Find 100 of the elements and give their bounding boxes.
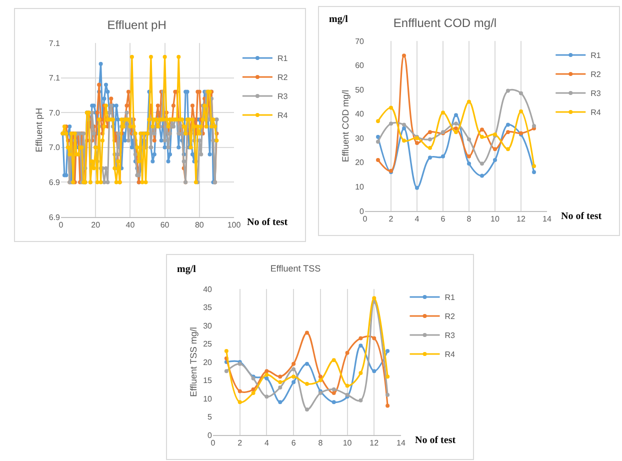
point [305, 362, 309, 366]
point [264, 394, 269, 399]
point [358, 370, 363, 375]
x-tick-label: 12 [370, 438, 380, 448]
point [480, 134, 484, 139]
y-tick-label: 7.1 [48, 38, 61, 48]
point [506, 147, 510, 152]
point [278, 374, 282, 379]
point [480, 162, 484, 166]
legend-label: R3 [590, 89, 602, 98]
point [318, 374, 322, 379]
point [389, 106, 393, 110]
y-tick-label: 7.0 [48, 108, 61, 118]
line-series [376, 88, 536, 166]
point [428, 130, 432, 134]
point [278, 400, 282, 404]
point [318, 378, 322, 382]
point [386, 392, 390, 397]
y-tick-label: 7.1 [48, 74, 61, 83]
point [467, 154, 471, 158]
point [332, 387, 336, 392]
point [386, 374, 390, 379]
chart-title: Effluent pH [107, 18, 166, 32]
y-tick-label: 7.0 [48, 143, 61, 152]
point [332, 391, 336, 396]
point [480, 128, 484, 132]
point [415, 186, 419, 190]
point [454, 126, 458, 130]
point [389, 122, 393, 126]
point [428, 146, 432, 150]
y-tick-label: 5 [208, 412, 213, 422]
point [386, 349, 390, 354]
y-tick-label: 30 [203, 321, 213, 330]
point [441, 110, 445, 115]
point [292, 367, 296, 372]
x-tick-label: 14 [542, 214, 552, 224]
point [428, 156, 432, 160]
point [480, 174, 484, 178]
y-tick-label: 0 [208, 430, 213, 440]
y-tick-label: 10 [203, 394, 213, 404]
point [292, 374, 296, 379]
point [305, 330, 309, 335]
x-tick-label: 2 [388, 214, 394, 224]
point [376, 134, 380, 139]
point [402, 122, 406, 127]
point [332, 358, 336, 362]
point [415, 141, 419, 145]
legend-label: R4 [590, 108, 602, 118]
legend-label: R2 [590, 70, 602, 80]
point [376, 119, 380, 124]
y-tick-label: 25 [203, 340, 213, 349]
point [358, 398, 363, 402]
x-tick-label: 10 [342, 438, 352, 448]
x-tick-label: 20 [91, 220, 101, 230]
y-tick-label: 0 [360, 206, 365, 216]
line-series [376, 113, 536, 190]
x-tick-label: 100 [227, 220, 242, 230]
text: mg/l [177, 264, 196, 275]
point [428, 137, 432, 142]
x-tick-label: 8 [318, 438, 324, 448]
legend-label: R4 [444, 350, 456, 360]
x-tick-label: 12 [516, 214, 526, 224]
y-tick-label: 60 [355, 61, 365, 70]
x-axis-title: No of test [561, 211, 602, 222]
y-tick-label: 35 [203, 303, 213, 312]
legend-label: R1 [277, 54, 288, 64]
legend-label: R2 [277, 73, 288, 82]
point [506, 122, 510, 127]
point [224, 369, 228, 374]
x-tick-label: 4 [414, 214, 420, 224]
point [519, 91, 523, 96]
y-tick-label: 70 [355, 36, 365, 46]
y-tick-label: 40 [203, 284, 213, 294]
point [532, 170, 536, 174]
point [454, 122, 458, 126]
chart-title: Enffluent COD mg/l [393, 16, 497, 30]
point [224, 349, 228, 354]
point [238, 389, 242, 394]
text: mg/l [329, 14, 348, 25]
y-tick-label: 10 [355, 182, 365, 192]
y-axis-title: Effluent TSS mg/l [188, 327, 198, 397]
point [292, 362, 296, 366]
point [305, 407, 309, 412]
point [372, 369, 376, 374]
y-axis-title: Effluent pH [34, 108, 44, 152]
y-axis-title: Effluent COD mg/l [340, 90, 350, 162]
point [493, 147, 497, 152]
point [519, 109, 523, 114]
point [454, 130, 458, 134]
point [264, 369, 269, 374]
point [345, 350, 350, 355]
y-tick-label: 50 [355, 85, 365, 94]
x-tick-label: 4 [264, 438, 270, 448]
point [493, 158, 497, 162]
legend-label: R3 [444, 331, 456, 340]
y-tick-label: 30 [355, 134, 365, 143]
y-tick-label: 6.9 [48, 178, 61, 187]
point [467, 100, 471, 104]
legend-label: R4 [277, 111, 288, 120]
y-tick-label: 20 [203, 358, 213, 367]
